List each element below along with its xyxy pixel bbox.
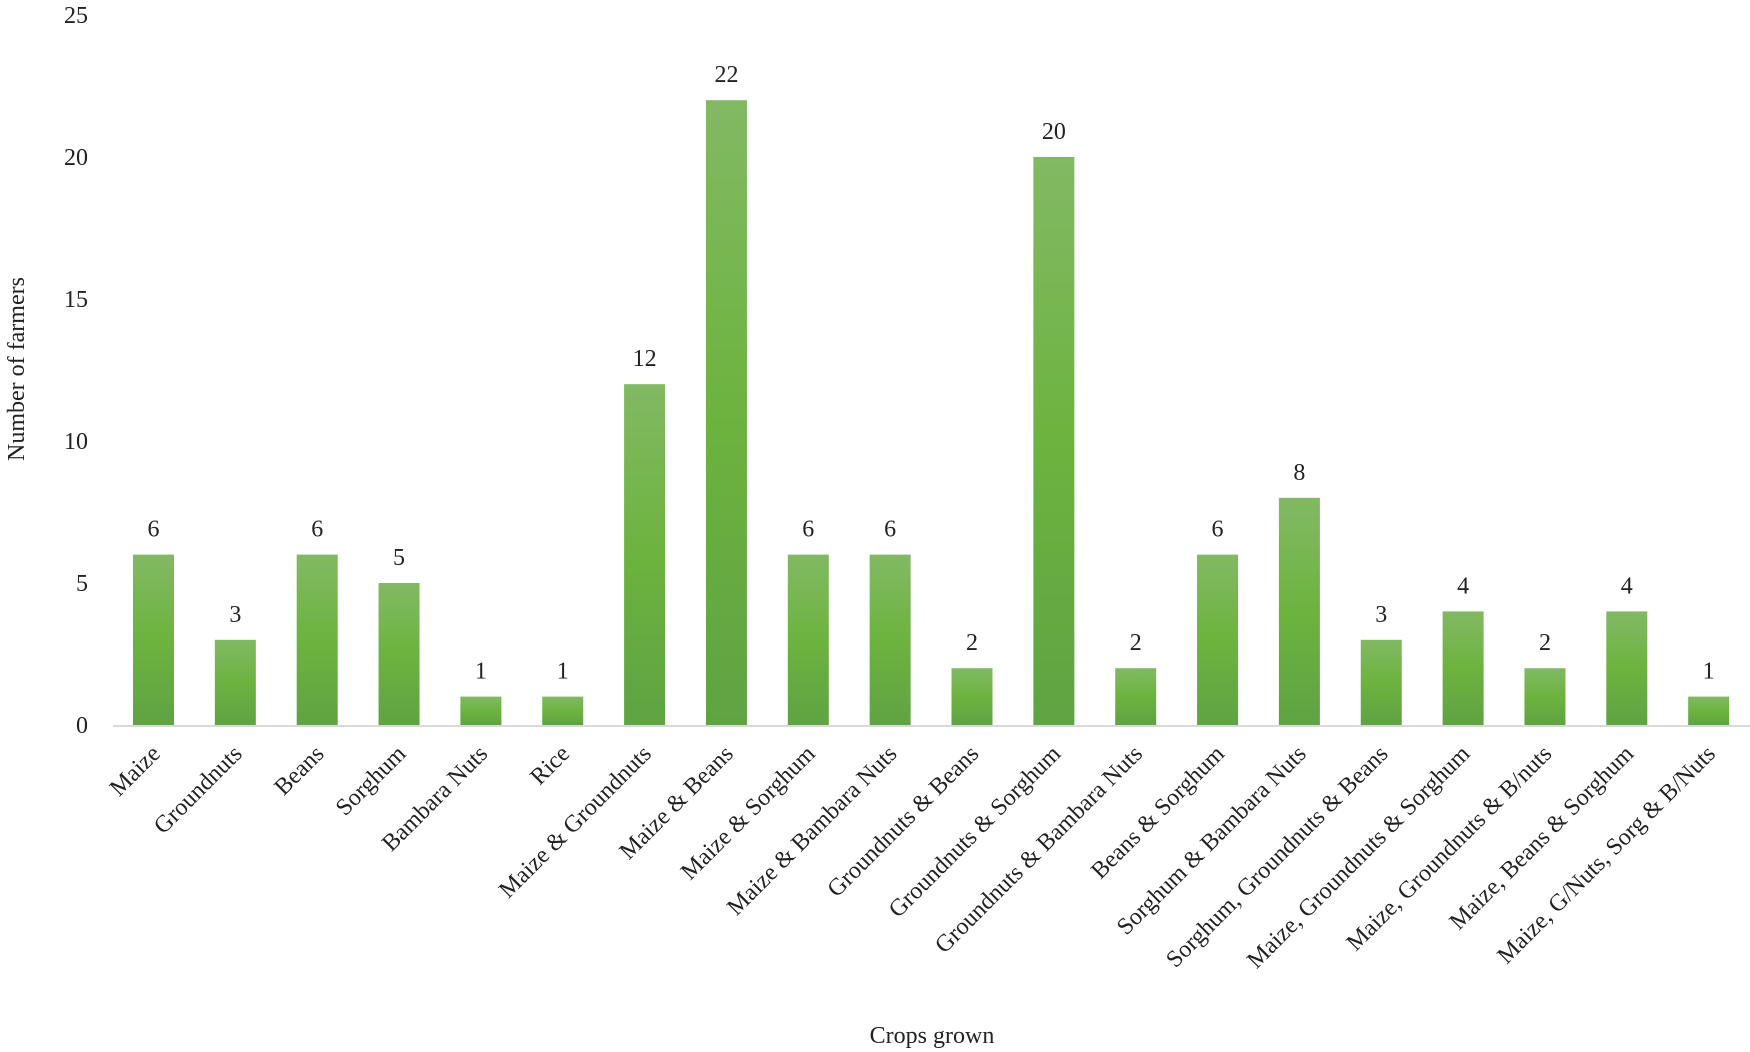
y-axis-title: Number of farmers bbox=[4, 277, 30, 461]
bar bbox=[1442, 611, 1484, 725]
data-label: 20 bbox=[1042, 119, 1066, 145]
bar bbox=[133, 554, 174, 725]
data-label: 5 bbox=[393, 545, 405, 571]
data-label: 4 bbox=[1457, 573, 1469, 599]
bar bbox=[624, 384, 666, 725]
x-tick-label: Sorghum bbox=[331, 741, 412, 822]
data-label: 6 bbox=[884, 517, 896, 543]
y-axis-ticks: 0 5 10 15 20 25 bbox=[64, 3, 88, 739]
data-label: 1 bbox=[557, 659, 569, 685]
x-tick-label: Beans bbox=[270, 741, 330, 801]
y-tick-label: 10 bbox=[64, 429, 88, 455]
bar bbox=[869, 554, 911, 725]
y-tick-label: 15 bbox=[64, 287, 88, 313]
bar bbox=[787, 554, 829, 725]
y-tick-label: 5 bbox=[76, 571, 88, 597]
bar bbox=[1278, 497, 1320, 725]
data-label: 2 bbox=[966, 630, 978, 656]
data-label: 6 bbox=[1212, 517, 1224, 543]
data-label: 1 bbox=[475, 659, 487, 685]
data-label: 22 bbox=[714, 62, 738, 88]
x-tick-label: Maize & Groundnuts bbox=[494, 741, 657, 904]
bar bbox=[1197, 554, 1239, 725]
data-label: 12 bbox=[633, 346, 657, 372]
y-tick-label: 25 bbox=[64, 3, 88, 29]
bar bbox=[1115, 668, 1157, 725]
bar bbox=[378, 583, 420, 725]
y-tick-label: 0 bbox=[76, 713, 88, 739]
data-label: 6 bbox=[802, 517, 814, 543]
bar bbox=[1033, 157, 1075, 725]
x-axis-title: Crops grown bbox=[870, 1023, 995, 1049]
bar bbox=[1360, 639, 1402, 725]
y-tick-label: 20 bbox=[64, 145, 88, 171]
data-label: 2 bbox=[1539, 630, 1551, 656]
x-tick-label: Groundnuts & Beans bbox=[823, 741, 985, 903]
bar bbox=[460, 696, 502, 725]
bar bbox=[1524, 668, 1566, 725]
data-label: 3 bbox=[229, 602, 241, 628]
bar bbox=[705, 100, 747, 725]
data-label: 3 bbox=[1375, 602, 1387, 628]
bar bbox=[296, 554, 338, 725]
data-label: 6 bbox=[148, 517, 160, 543]
bar bbox=[951, 668, 993, 725]
data-label: 4 bbox=[1621, 573, 1633, 599]
x-tick-label: Maize bbox=[105, 741, 166, 802]
bar bbox=[1688, 696, 1730, 725]
bar bbox=[542, 696, 584, 725]
x-tick-label: Rice bbox=[526, 741, 575, 790]
data-label: 8 bbox=[1293, 460, 1305, 486]
x-tick-label: Groundnuts bbox=[149, 741, 248, 840]
data-label: 6 bbox=[311, 517, 323, 543]
bar bbox=[214, 639, 256, 725]
bar bbox=[1606, 611, 1648, 725]
data-label: 1 bbox=[1703, 659, 1715, 685]
data-label: 2 bbox=[1130, 630, 1142, 656]
bars: 6 3 6 5 1 1 12 22 6 6 2 20 2 6 8 3 4 2 4 1 bbox=[133, 62, 1730, 725]
